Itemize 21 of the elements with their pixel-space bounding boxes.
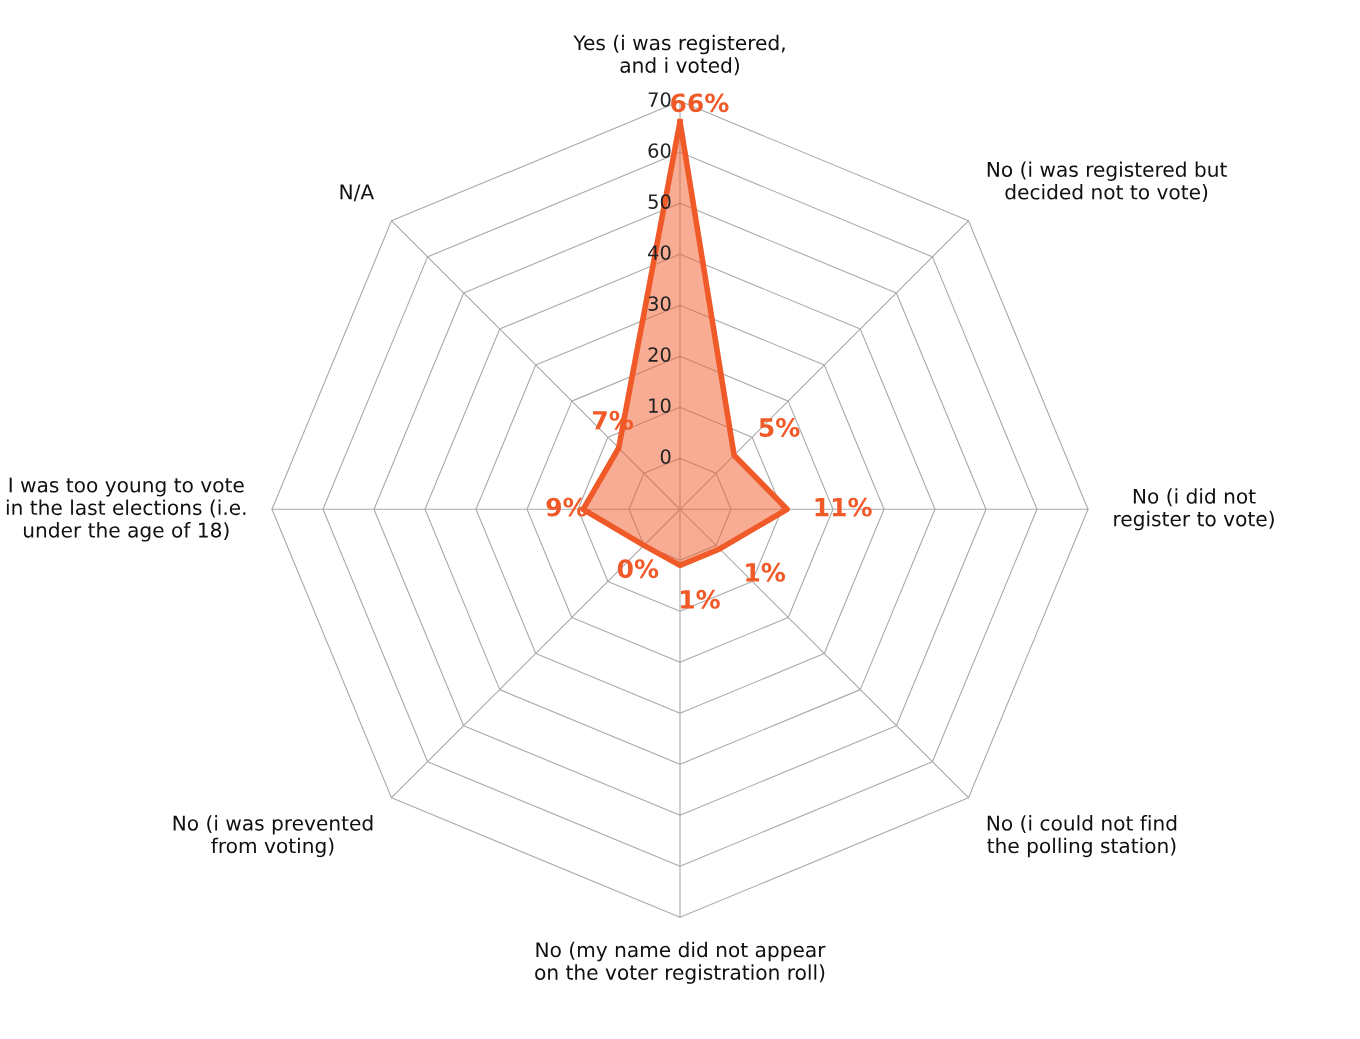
spoke-label: N/A <box>340 184 375 202</box>
y-tick-label: 10 <box>649 398 671 413</box>
data-label: 5% <box>759 418 800 437</box>
spoke-label: No (i was prevented from voting) <box>173 815 373 858</box>
spoke-label: I was too young to vote in the last elections (i.e. under the age of 18) <box>6 477 246 542</box>
y-tick-label: 70 <box>648 92 671 107</box>
data-label: 66% <box>671 93 729 113</box>
y-tick-label: 30 <box>648 296 671 311</box>
spoke-label: No (i was registered but decided not to vote) <box>987 161 1227 202</box>
data-label: 0% <box>617 559 659 579</box>
spoke-label: No (i did not register to vote) <box>1114 488 1274 531</box>
data-label: 1% <box>681 589 720 609</box>
y-tick-label: 40 <box>648 245 671 260</box>
data-label: 1% <box>746 562 786 582</box>
y-tick-label: 20 <box>648 347 671 362</box>
y-tick-label: 60 <box>648 143 671 158</box>
spoke-label: No (i could not find the polling station) <box>987 815 1177 858</box>
y-tick-label: 0 <box>660 449 671 464</box>
spoke-label: Yes (i was registered, and i voted) <box>573 34 785 76</box>
data-label: 11% <box>815 497 872 517</box>
spoke-label: No (my name did not appear on the voter registration roll) <box>535 941 826 984</box>
